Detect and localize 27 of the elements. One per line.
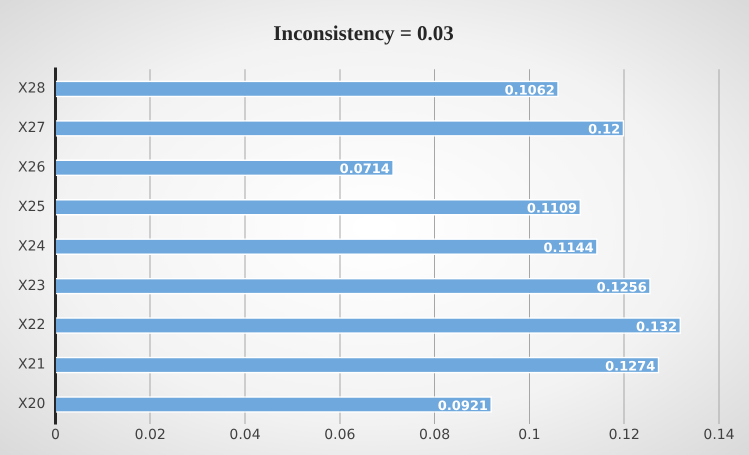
y-tick-label: X27 [18, 120, 46, 136]
data-label: 0.1062 [504, 83, 555, 98]
x-tick-label: 0.12 [608, 427, 640, 444]
y-tick-label: X23 [18, 278, 46, 294]
data-label: 0.1109 [526, 202, 578, 217]
y-tick-label: X26 [18, 159, 46, 176]
x-tick-label: 0.02 [134, 427, 166, 444]
x-tick-label: 0.04 [229, 427, 261, 444]
data-label: 0.132 [636, 320, 678, 335]
x-tick-label: 0.06 [324, 427, 356, 444]
x-tick-label: 0.14 [703, 427, 735, 444]
data-label: 0.1274 [605, 359, 656, 374]
y-tick-label: X21 [18, 356, 46, 373]
data-label: 0.1256 [596, 280, 647, 296]
chart-title: Inconsistency = 0.03 [273, 21, 454, 46]
x-tick-label: 0.08 [419, 427, 450, 444]
x-tick-label: 0 [50, 427, 60, 444]
y-tick-label: X22 [18, 317, 46, 334]
y-tick-label: X20 [18, 396, 46, 412]
data-label: 0.0714 [340, 162, 390, 178]
y-tick-label: X25 [18, 198, 46, 215]
y-tick-label: X24 [18, 238, 46, 254]
data-label: 0.1144 [543, 241, 594, 256]
data-label: 0.0921 [438, 398, 488, 414]
data-label: 0.12 [588, 122, 620, 138]
y-tick-label: X28 [18, 80, 46, 97]
x-tick-label: 0.1 [518, 427, 541, 444]
